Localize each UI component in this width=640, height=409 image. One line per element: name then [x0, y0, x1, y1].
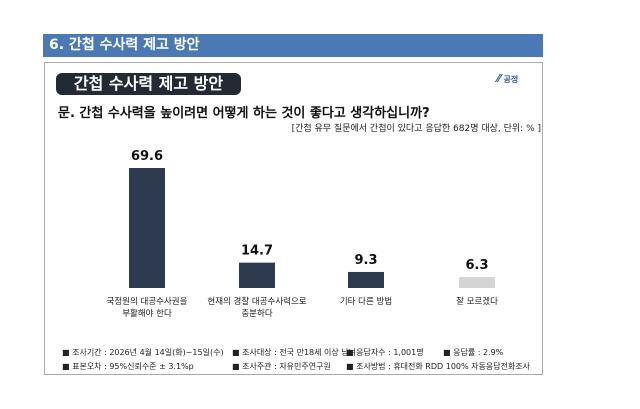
footer-error: ■ 표본오차 : 95%신뢰수준 ± 3.1%p — [62, 362, 194, 371]
section-header: 6. 간첩 수사력 제고 방안 — [43, 34, 543, 57]
question: 문. 간첩 수사력을 높이려면 어떻게 하는 것이 좋다고 생각하십니까? — [58, 106, 430, 121]
value-label: 6.3 — [465, 258, 488, 273]
bar — [348, 271, 384, 288]
category-label: 기타 다른 방법 — [340, 296, 392, 307]
footer-respondents: ■ 응답자수 : 1,001명 — [346, 348, 424, 357]
logo: ⁄⁄ 공정 — [497, 72, 519, 85]
footer-method: ■ 조사방법 : 휴대전화 RDD 100% 자동응답전화조사 — [346, 362, 531, 371]
bar — [459, 277, 495, 288]
category-label: 잘 모르겠다 — [456, 296, 498, 307]
category-label: 국정원의 대공수사권을 — [107, 296, 188, 307]
footer-sponsor: ■ 조사주관 : 자유민주연구원 — [232, 362, 331, 371]
value-label: 14.7 — [241, 244, 273, 259]
chart-title: 간첩 수사력 제고 방안 — [56, 73, 241, 95]
bar — [239, 262, 275, 288]
footer-target: ■ 조사대상 : 전국 만18세 이상 남녀 — [232, 348, 357, 357]
bar — [129, 168, 165, 288]
value-label: 69.6 — [131, 149, 163, 164]
category-label: 충분하다 — [241, 308, 272, 319]
footer-period: ■ 조사기간 : 2026년 4월 14일(화)~15일(수) — [62, 348, 224, 357]
category-label: 부활해야 한다 — [122, 308, 172, 319]
value-label: 9.3 — [354, 253, 377, 268]
footer-response-rate: ■ 응답률 : 2.9% — [443, 348, 504, 357]
base-note: [간첩 유무 질문에서 간첩이 있다고 응답한 682명 대상, 단위: % ] — [291, 124, 541, 134]
category-label: 현재의 경찰 대공수사력으로 — [207, 296, 306, 307]
chart-panel — [44, 62, 543, 375]
